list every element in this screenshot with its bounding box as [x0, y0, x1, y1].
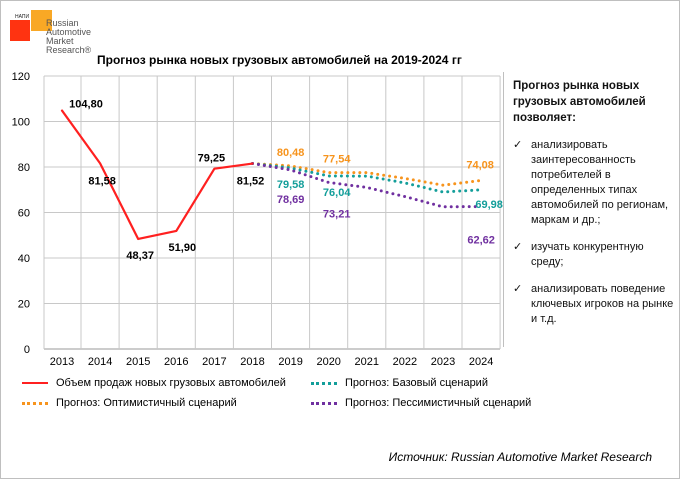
side-item-text: изучать конкурентную среду;: [531, 241, 644, 268]
x-tick-label: 2013: [50, 356, 74, 368]
data-label: 81,52: [237, 176, 265, 188]
side-heading: Прогноз рынка новых грузовых автомобилей…: [513, 80, 646, 124]
side-item: ✓ анализировать поведение ключевых игроко…: [504, 282, 676, 327]
check-icon: ✓: [513, 241, 523, 253]
y-tick-label: 40: [18, 253, 30, 265]
legend-swatch: [22, 382, 48, 384]
legend-item-pessimistic: Прогноз: Пессимистичный сценарий: [311, 397, 531, 409]
source-note: Источник: Russian Automotive Market Rese…: [388, 450, 652, 464]
side-item-text: анализировать заинтересованность потреби…: [531, 139, 669, 226]
series-line-1: [251, 162, 483, 187]
data-label: 79,58: [277, 179, 305, 191]
logo-red-square: [10, 20, 30, 41]
data-label: 48,37: [126, 250, 154, 262]
check-icon: ✓: [513, 139, 523, 151]
logo-orange-square: [31, 10, 52, 31]
data-label: 80,48: [277, 147, 305, 159]
data-label: 74,08: [466, 159, 494, 171]
data-label: 79,25: [198, 153, 226, 165]
y-tick-label: 0: [24, 344, 30, 356]
data-label: 81,58: [88, 175, 116, 187]
x-tick-label: 2015: [126, 356, 150, 368]
x-tick-label: 2014: [88, 356, 112, 368]
legend-item-actual: Объем продаж новых грузовых автомобилей: [22, 377, 286, 389]
legend-item-optimistic: Прогноз: Оптимистичный сценарий: [22, 397, 237, 409]
y-tick-label: 60: [18, 208, 30, 220]
x-tick-label: 2024: [469, 356, 493, 368]
y-tick-label: 100: [12, 117, 30, 129]
series-line-0: [60, 109, 254, 241]
data-label: 77,54: [323, 154, 351, 166]
data-label: 62,62: [467, 235, 495, 247]
x-tick-label: 2020: [316, 356, 340, 368]
chart-title: Прогноз рынка новых грузовых автомобилей…: [97, 53, 462, 67]
series-line-2: [251, 162, 483, 194]
x-tick-label: 2023: [431, 356, 455, 368]
data-label: 78,69: [277, 194, 305, 206]
data-label: 51,90: [169, 242, 197, 254]
logo-badge: НАПИ: [15, 14, 30, 20]
x-tick-label: 2016: [164, 356, 188, 368]
data-label: 73,21: [323, 208, 351, 220]
legend-label: Объем продаж новых грузовых автомобилей: [56, 377, 286, 389]
x-tick-label: 2017: [202, 356, 226, 368]
legend-swatch: [22, 401, 48, 405]
y-tick-label: 80: [18, 162, 30, 174]
data-label: 104,80: [69, 99, 103, 111]
legend-label: Прогноз: Базовый сценарий: [345, 377, 488, 389]
side-item: ✓ анализировать заинтересованность потреб…: [504, 138, 676, 228]
x-tick-label: 2022: [393, 356, 417, 368]
data-label: 69,98: [475, 199, 503, 211]
check-icon: ✓: [513, 283, 523, 295]
side-item-text: анализировать поведение ключевых игроков…: [531, 283, 674, 325]
data-label: 76,04: [323, 187, 351, 199]
side-panel: Прогноз рынка новых грузовых автомобилей…: [503, 72, 676, 347]
x-tick-label: 2018: [240, 356, 264, 368]
x-tick-label: 2019: [278, 356, 302, 368]
side-item: ✓ изучать конкурентную среду;: [504, 240, 676, 270]
legend-label: Прогноз: Пессимистичный сценарий: [345, 397, 532, 409]
y-tick-label: 20: [18, 299, 30, 311]
legend-label: Прогноз: Оптимистичный сценарий: [56, 397, 237, 409]
x-tick-label: 2021: [355, 356, 379, 368]
legend-swatch: [311, 381, 337, 385]
logo-text: Russian Automotive Market Research®: [46, 18, 92, 55]
y-tick-label: 120: [12, 71, 30, 83]
legend-item-base: Прогноз: Базовый сценарий: [311, 377, 488, 389]
legend-swatch: [311, 401, 337, 405]
